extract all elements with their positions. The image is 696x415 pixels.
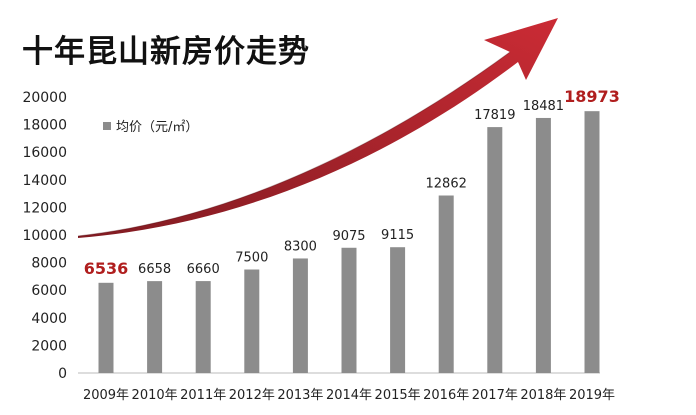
x-tick-label: 2011年 — [180, 388, 226, 403]
data-label: 6536 — [84, 259, 129, 278]
y-tick-label: 2000 — [31, 338, 67, 354]
data-label: 17819 — [474, 108, 515, 123]
data-label: 7500 — [235, 251, 268, 266]
data-label: 18973 — [564, 87, 620, 106]
x-tick-label: 2019年 — [569, 388, 615, 403]
data-label: 9075 — [332, 229, 365, 244]
x-tick-label: 2009年 — [83, 388, 129, 403]
bars — [98, 111, 600, 374]
bar — [390, 247, 406, 373]
bar — [535, 117, 551, 374]
legend-label: 均价（元/㎡） — [116, 120, 198, 135]
data-label: 9115 — [381, 228, 414, 243]
bar — [244, 269, 260, 373]
y-tick-label: 0 — [58, 366, 67, 382]
bar — [98, 282, 114, 373]
data-label: 12862 — [426, 177, 467, 192]
x-axis: 2009年 2010年 2011年 2012年 2013年 2014年 2015年 2016年… — [83, 388, 615, 403]
y-axis: 0 2000 4000 6000 8000 10000 12000 14000 16000 180… — [22, 90, 600, 382]
chart-title: 十年昆山新房价走势 — [22, 34, 310, 70]
bar — [195, 281, 211, 373]
bar — [487, 127, 503, 373]
y-tick-label: 20000 — [22, 90, 67, 106]
y-tick-label: 8000 — [31, 256, 67, 272]
legend-swatch — [103, 122, 111, 130]
data-label: 6658 — [138, 262, 171, 277]
bar — [341, 247, 357, 373]
x-tick-label: 2017年 — [472, 388, 518, 403]
trend-arrow — [78, 18, 558, 238]
x-tick-label: 2014年 — [326, 388, 372, 403]
x-tick-label: 2018年 — [520, 388, 566, 403]
bar — [147, 281, 163, 373]
y-tick-label: 6000 — [31, 283, 67, 299]
x-tick-label: 2016年 — [423, 388, 469, 403]
bar — [438, 195, 454, 373]
y-tick-label: 14000 — [22, 173, 67, 189]
bar — [292, 258, 308, 373]
legend: 均价（元/㎡） — [103, 120, 198, 135]
x-tick-label: 2012年 — [229, 388, 275, 403]
x-tick-label: 2010年 — [132, 388, 178, 403]
bar — [584, 111, 600, 373]
data-label: 6660 — [187, 262, 220, 277]
x-tick-label: 2013年 — [277, 388, 323, 403]
x-tick-label: 2015年 — [375, 388, 421, 403]
y-tick-label: 18000 — [22, 118, 67, 134]
data-labels: 6536 6658 6660 7500 8300 9075 9115 12862 17819 18… — [84, 87, 620, 278]
data-label: 18481 — [523, 99, 564, 114]
y-tick-label: 10000 — [22, 228, 67, 244]
y-tick-label: 4000 — [31, 311, 67, 327]
trend-arrow-edge — [77, 51, 511, 237]
y-tick-label: 16000 — [22, 145, 67, 161]
y-tick-label: 12000 — [22, 200, 67, 216]
trend-arrow-group — [77, 18, 558, 238]
data-label: 8300 — [284, 239, 317, 254]
